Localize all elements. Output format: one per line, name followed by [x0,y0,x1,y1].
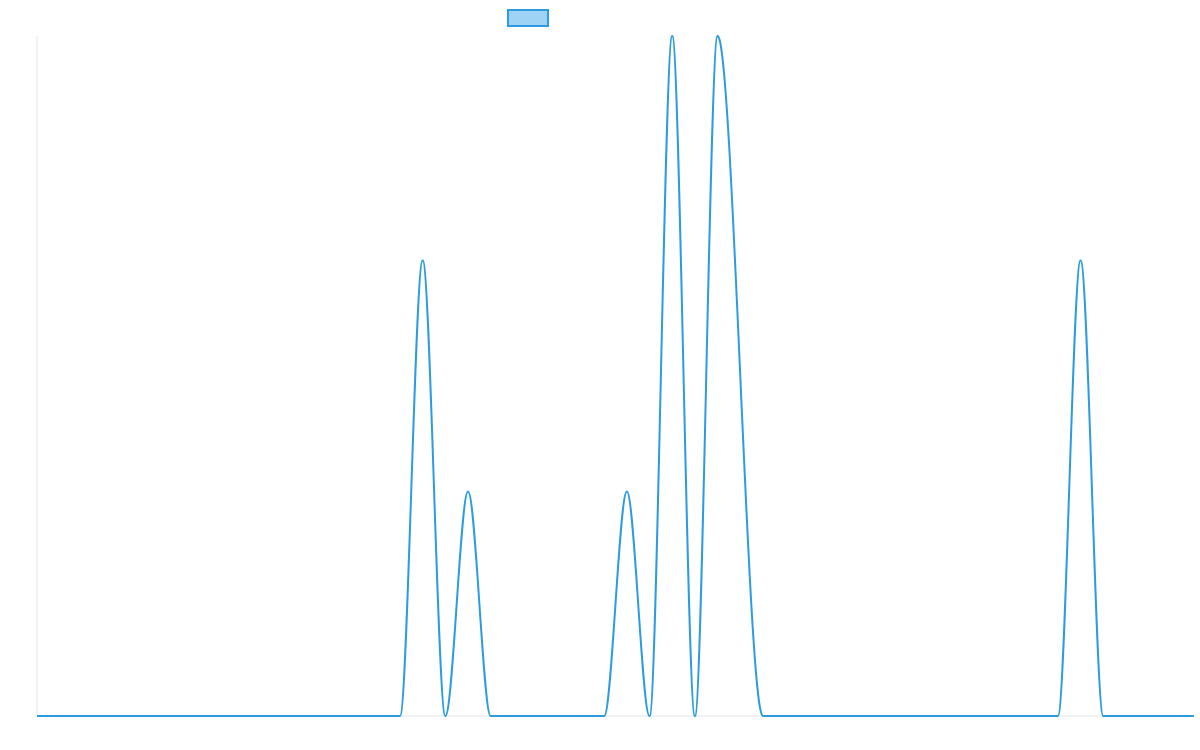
legend-swatch[interactable] [507,9,549,27]
series-layer [37,35,1194,718]
series-line [37,35,1194,718]
chart-legend[interactable] [507,9,549,27]
